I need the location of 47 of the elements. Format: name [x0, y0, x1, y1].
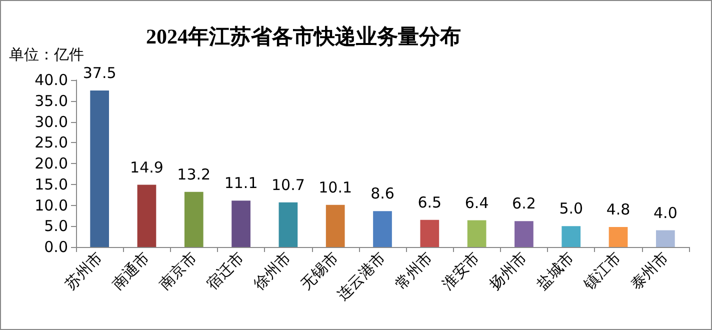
x-tick-label: 南通市	[108, 248, 154, 294]
data-label: 8.6	[370, 184, 394, 203]
y-tick-label: 25.0	[34, 134, 68, 152]
data-label: 5.0	[559, 200, 584, 218]
data-label: 6.5	[418, 193, 442, 212]
y-tick-label: 40.0	[34, 71, 68, 89]
x-tick-label: 淮安市	[438, 248, 484, 294]
bar	[184, 192, 204, 247]
data-label: 13.2	[177, 165, 211, 184]
bar	[467, 220, 486, 247]
bar	[278, 202, 298, 247]
x-tick-label: 泰州市	[627, 248, 672, 294]
data-label: 10.1	[318, 178, 352, 196]
x-tick-label: 镇江市	[579, 248, 625, 294]
data-label: 6.4	[464, 194, 489, 212]
chart-title: 2024年江苏省各市快递业务量分布	[146, 24, 461, 48]
bar	[232, 200, 250, 247]
bar	[656, 230, 675, 247]
y-tick-label: 20.0	[34, 154, 68, 172]
data-label: 37.5	[82, 64, 116, 82]
data-label: 14.9	[130, 158, 164, 176]
y-tick-label: 0.0	[44, 238, 68, 256]
y-tick-label: 35.0	[34, 92, 68, 110]
x-tick-label: 宿迁市	[202, 248, 248, 294]
data-label: 11.1	[224, 174, 258, 192]
data-label: 10.7	[271, 176, 305, 194]
y-tick-label: 5.0	[44, 217, 68, 236]
bar	[514, 221, 534, 247]
bar	[373, 211, 392, 247]
x-tick-label: 徐州市	[250, 248, 295, 294]
y-tick-label: 15.0	[34, 175, 68, 194]
bar	[608, 226, 628, 247]
y-axis-title: 单位：亿件	[9, 46, 84, 64]
x-tick-label: 盐城市	[532, 248, 578, 294]
data-label: 4.0	[653, 204, 678, 222]
x-tick-label: 常州市	[391, 248, 436, 294]
bar	[562, 226, 581, 247]
data-label: 4.8	[606, 200, 630, 218]
y-tick-label: 30.0	[34, 112, 68, 131]
x-tick-label: 南京市	[156, 248, 200, 294]
y-tick-label: 10.0	[34, 196, 68, 214]
bar	[137, 184, 156, 247]
bar	[420, 220, 440, 247]
data-label: 6.2	[512, 194, 536, 213]
bar	[326, 204, 345, 247]
bar	[90, 90, 110, 247]
x-tick-label: 扬州市	[486, 248, 530, 294]
